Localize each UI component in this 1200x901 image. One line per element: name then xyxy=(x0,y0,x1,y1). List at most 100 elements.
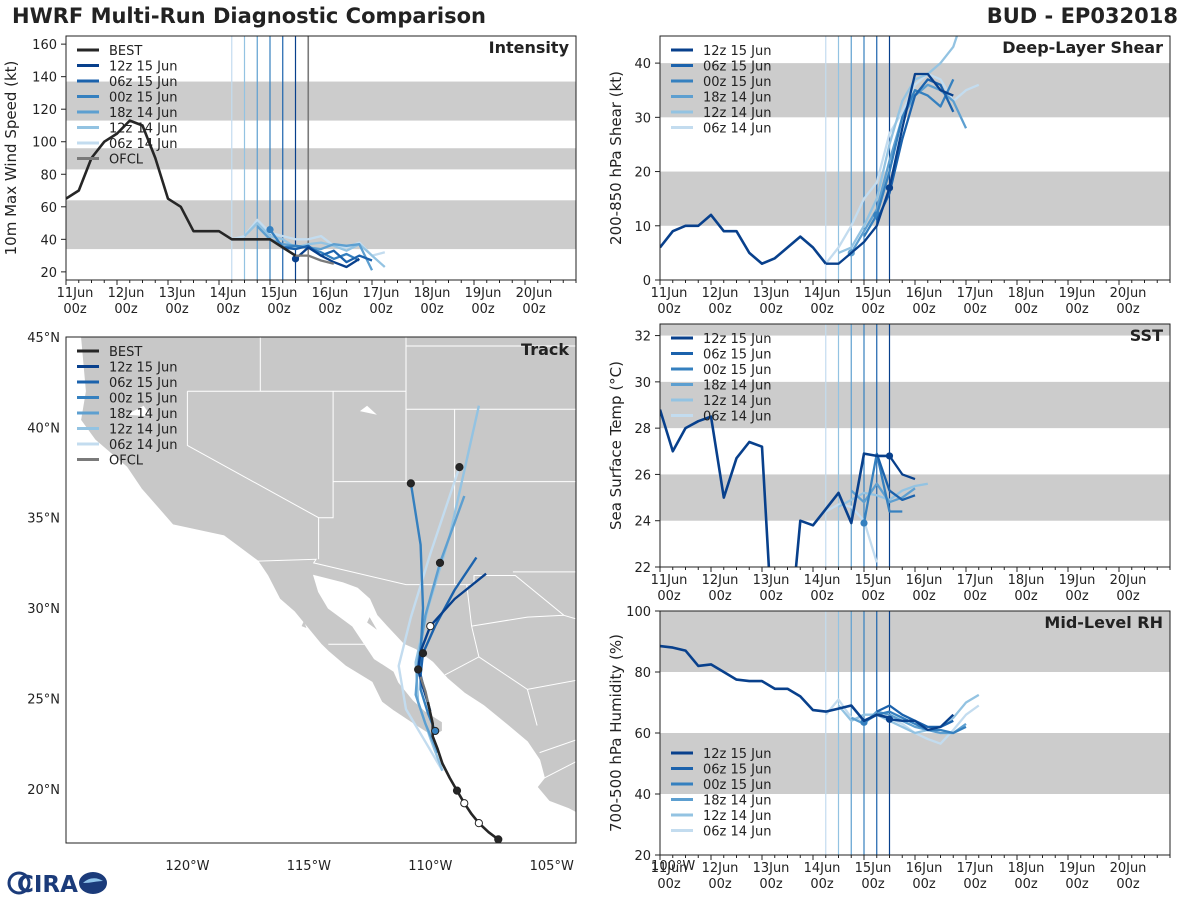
x-tick-label: 11Jun xyxy=(57,286,94,301)
state-border xyxy=(526,689,538,726)
y-tick-label: 140 xyxy=(32,71,57,86)
panel-title: Deep-Layer Shear xyxy=(1002,38,1163,57)
x-tick-label: 20Jun xyxy=(516,286,553,301)
series-line-06z-14-jun xyxy=(825,503,878,563)
lat-tick-label: 45°N xyxy=(27,331,60,346)
series-point-00z-15-jun xyxy=(860,519,868,527)
legend-label-18z-14-jun: 18z 14 Jun xyxy=(703,379,772,394)
legend-label-06z-15-jun: 06z 15 Jun xyxy=(109,75,178,90)
y-axis-label: 200-850 hPa Shear (kt) xyxy=(607,71,625,245)
legend-label-12z-14-jun: 12z 14 Jun xyxy=(109,423,178,438)
state-border xyxy=(512,571,576,573)
x-tick-label: 00z xyxy=(759,589,783,604)
legend-label-06z-14-jun: 06z 14 Jun xyxy=(703,410,772,425)
x-tick-label: 00z xyxy=(657,589,681,604)
x-tick-label: 18Jun xyxy=(1008,286,1045,301)
cira-logo-text: CIRA xyxy=(17,872,78,897)
y-tick-label: 40 xyxy=(634,788,651,803)
x-tick-label: 00z xyxy=(1065,302,1089,317)
series-group xyxy=(66,119,386,271)
track-point-06z-15-jun xyxy=(418,649,428,658)
x-tick-label: 00z xyxy=(912,877,936,892)
x-tick-label: 00z xyxy=(420,302,444,317)
shaded-band xyxy=(66,148,576,170)
legend-label-18z-14-jun: 18z 14 Jun xyxy=(109,407,178,422)
y-tick-label: 22 xyxy=(634,561,651,576)
legend-label-18z-14-jun: 18z 14 Jun xyxy=(109,106,178,121)
x-tick-label: 16Jun xyxy=(906,573,943,588)
shaded-band xyxy=(660,611,1170,672)
y-tick-label: 24 xyxy=(634,515,651,530)
x-tick-label: 19Jun xyxy=(1059,573,1096,588)
y-tick-label: 26 xyxy=(634,468,651,483)
legend-label-06z-14-jun: 06z 14 Jun xyxy=(109,438,178,453)
lon-tick-label: 105°W xyxy=(530,859,574,874)
shaded-band xyxy=(66,200,576,250)
x-tick-label: 14Jun xyxy=(804,573,841,588)
track-point-12z-15-jun xyxy=(426,622,435,631)
series-line-06z-15-jun xyxy=(875,453,916,502)
island xyxy=(301,620,307,628)
lake xyxy=(126,405,151,417)
panel-sst: 11Jun00z12Jun00z13Jun00z14Jun00z15Jun00z… xyxy=(607,323,1171,604)
x-tick-label: 00z xyxy=(708,302,732,317)
legend-label-06z-15-jun: 06z 15 Jun xyxy=(109,376,178,391)
panel-title: Mid-Level RH xyxy=(1044,613,1163,632)
lon-tick-label: 115°W xyxy=(287,859,331,874)
y-tick-label: 20 xyxy=(40,266,57,281)
x-tick-label: 00z xyxy=(861,302,885,317)
legend-label-06z-14-jun: 06z 14 Jun xyxy=(703,825,772,840)
x-tick-label: 13Jun xyxy=(753,286,790,301)
series-line-06z-15-jun xyxy=(875,78,955,221)
series-line-06z-15-jun xyxy=(282,244,373,264)
x-tick-label: 00z xyxy=(522,302,546,317)
x-tick-label: 00z xyxy=(1065,877,1089,892)
x-tick-label: 11Jun xyxy=(651,861,688,876)
x-tick-label: 15Jun xyxy=(855,286,892,301)
y-tick-label: 80 xyxy=(40,168,57,183)
x-tick-label: 15Jun xyxy=(261,286,298,301)
state-border xyxy=(539,739,576,754)
x-tick-label: 00z xyxy=(963,589,987,604)
x-tick-label: 00z xyxy=(1116,877,1140,892)
x-tick-label: 00z xyxy=(810,589,834,604)
y-tick-label: 32 xyxy=(634,330,651,345)
y-axis-label: 10m Max Wind Speed (kt) xyxy=(2,61,20,256)
x-tick-label: 00z xyxy=(1065,589,1089,604)
x-tick-label: 13Jun xyxy=(159,286,196,301)
series-group xyxy=(660,36,980,266)
island xyxy=(367,617,377,630)
series-point-00z-15-jun xyxy=(266,225,274,234)
x-tick-label: 13Jun xyxy=(753,861,790,876)
x-tick-label: 00z xyxy=(963,877,987,892)
x-tick-label: 16Jun xyxy=(906,286,943,301)
series-line-00z-15-jun xyxy=(862,452,903,524)
legend-label-best: BEST xyxy=(109,44,142,59)
legend-label-00z-15-jun: 00z 15 Jun xyxy=(703,778,772,793)
legend-label-12z-14-jun: 12z 14 Jun xyxy=(703,394,772,409)
x-tick-label: 00z xyxy=(912,589,936,604)
x-tick-label: 14Jun xyxy=(210,286,247,301)
track-point-best xyxy=(494,835,503,843)
track-point-best xyxy=(460,799,469,808)
legend-label-12z-15-jun: 12z 15 Jun xyxy=(703,332,772,347)
track-point-12z-15-jun xyxy=(414,665,423,674)
x-tick-label: 16Jun xyxy=(312,286,349,301)
y-tick-label: 60 xyxy=(40,201,57,216)
series-point-12z-15-jun xyxy=(291,255,300,263)
series-line-12z-14-jun xyxy=(838,36,959,254)
legend-label-12z-14-jun: 12z 14 Jun xyxy=(703,106,772,121)
y-tick-label: 100 xyxy=(32,136,57,151)
x-tick-label: 00z xyxy=(708,589,732,604)
legend-label-00z-15-jun: 00z 15 Jun xyxy=(109,392,178,407)
x-tick-label: 00z xyxy=(861,589,885,604)
x-tick-label: 20Jun xyxy=(1110,286,1147,301)
x-tick-label: 17Jun xyxy=(957,861,994,876)
lat-tick-label: 30°N xyxy=(27,602,60,617)
legend-label-06z-15-jun: 06z 15 Jun xyxy=(703,348,772,363)
track-line-06z-14-jun xyxy=(397,466,461,772)
series-line-ofcl xyxy=(295,254,335,265)
x-tick-label: 00z xyxy=(861,877,885,892)
y-tick-label: 160 xyxy=(32,38,57,53)
